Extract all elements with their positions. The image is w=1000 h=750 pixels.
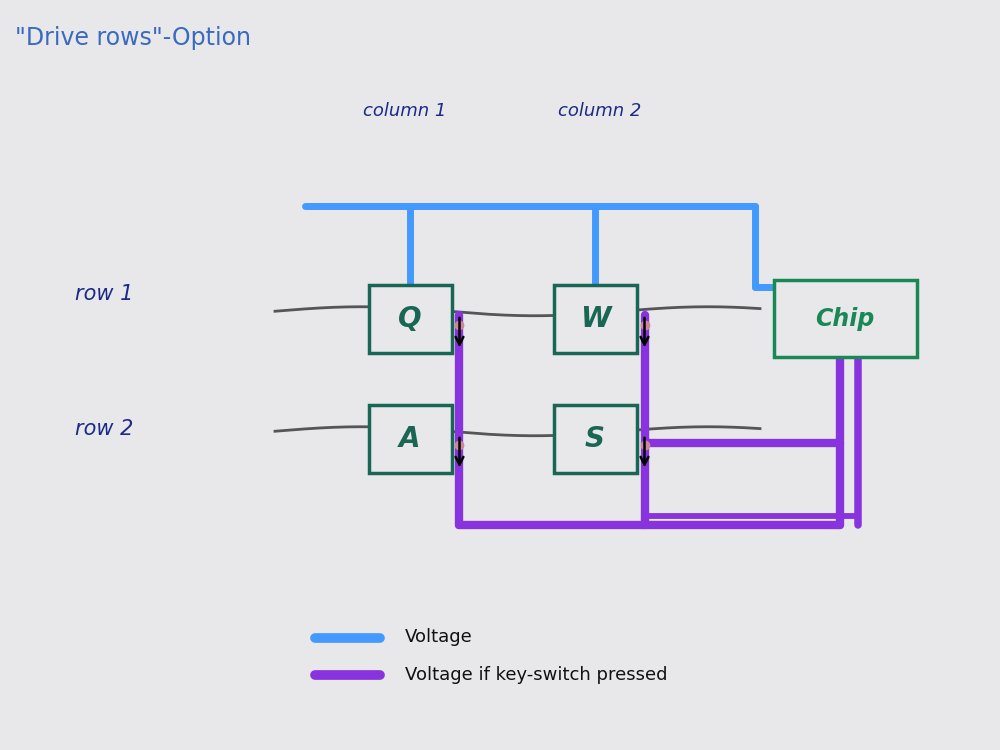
Text: Voltage if key-switch pressed: Voltage if key-switch pressed [405,666,668,684]
Text: A: A [399,424,421,453]
FancyBboxPatch shape [554,405,637,472]
Text: column 1: column 1 [363,102,447,120]
FancyBboxPatch shape [368,405,452,472]
Text: Voltage: Voltage [405,628,473,646]
FancyBboxPatch shape [774,280,916,358]
Text: row 2: row 2 [75,419,133,439]
Text: S: S [585,424,605,453]
Text: column 2: column 2 [558,102,642,120]
Text: W: W [580,304,610,333]
FancyBboxPatch shape [554,285,637,352]
Text: row 1: row 1 [75,284,133,304]
Text: Q: Q [398,304,422,333]
Text: "Drive rows"-Option: "Drive rows"-Option [15,26,251,50]
FancyBboxPatch shape [368,285,452,352]
Text: Chip: Chip [815,307,875,331]
